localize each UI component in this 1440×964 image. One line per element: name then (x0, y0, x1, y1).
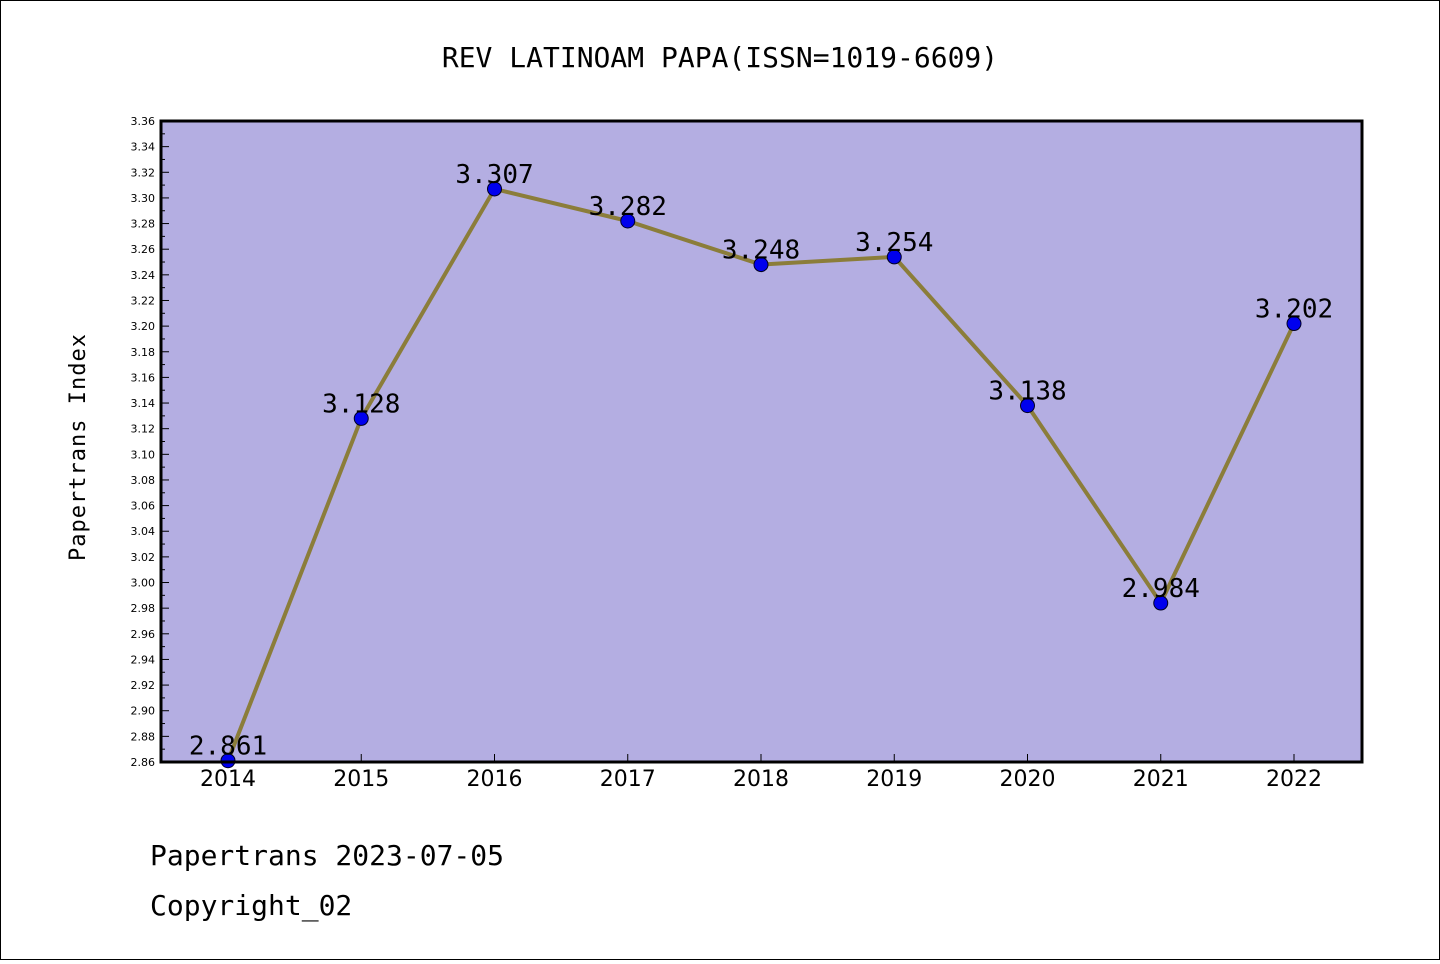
plot-border (159, 119, 1364, 764)
data-point (620, 213, 636, 229)
x-tick-label: 2016 (467, 767, 523, 792)
x-tick-label: 2014 (200, 767, 256, 792)
data-labels: 2.861 3.128 3.307 3.282 3.248 3.254 3.138 2.984… (189, 160, 1333, 762)
y-tick-label: 3.18 (131, 346, 156, 359)
y-tick-label: 2.86 (131, 756, 156, 769)
y-tick-label: 3.32 (131, 166, 156, 179)
y-tick-label: 2.88 (131, 730, 156, 743)
data-label: 3.254 (855, 228, 933, 258)
y-tick-label: 2.92 (131, 679, 156, 692)
x-tick-label: 2020 (1000, 767, 1056, 792)
y-tick-label: 3.28 (131, 218, 156, 231)
data-label: 3.248 (722, 236, 800, 266)
y-tick-label: 3.36 (131, 115, 156, 128)
y-tick-label: 3.34 (131, 141, 156, 154)
data-point (753, 257, 769, 273)
y-tick-label: 2.94 (131, 653, 156, 666)
data-label: 3.138 (988, 377, 1066, 407)
x-tick-label: 2018 (733, 767, 789, 792)
x-tick-label: 2019 (866, 767, 922, 792)
data-point (1020, 398, 1035, 414)
y-tick-label: 3.02 (131, 551, 156, 564)
y-tick-label: 3.08 (131, 474, 156, 487)
y-tick-label: 3.10 (131, 448, 156, 461)
data-label: 3.282 (589, 192, 667, 222)
footer-copyright: Copyright_02 (150, 889, 352, 923)
data-point (1153, 595, 1169, 611)
chart-title: REV LATINOAM PAPA(ISSN=1019-6609) (442, 41, 998, 74)
data-label: 3.202 (1255, 295, 1333, 325)
y-axis: 2.86 2.88 2.90 2.92 2.94 2.96 2.98 3.00 3.02 3.04… (131, 115, 169, 769)
y-tick-label: 2.96 (131, 628, 156, 641)
y-tick-label: 3.22 (131, 294, 156, 307)
data-point (353, 410, 369, 426)
data-label: 2.861 (189, 732, 267, 762)
plot-area (161, 121, 1362, 762)
y-tick-label: 3.30 (131, 192, 156, 205)
x-tick-label: 2015 (333, 767, 389, 792)
y-tick-label: 2.90 (131, 705, 156, 718)
y-tick-label: 3.06 (131, 500, 156, 513)
y-tick-label: 3.16 (131, 371, 156, 384)
y-tick-label: 3.00 (131, 577, 156, 590)
data-label: 3.307 (455, 160, 533, 190)
data-point (487, 181, 502, 197)
x-tick-label: 2021 (1133, 767, 1189, 792)
y-tick-label: 3.24 (131, 269, 156, 282)
y-tick-label: 2.98 (131, 602, 156, 615)
data-label: 2.984 (1122, 574, 1200, 604)
y-tick-label: 3.26 (131, 243, 156, 256)
data-point (1286, 316, 1302, 332)
data-point (886, 249, 902, 265)
y-tick-label: 3.04 (131, 525, 156, 538)
y-tick-label: 3.20 (131, 320, 156, 333)
y-tick-label: 3.14 (131, 397, 156, 410)
data-label: 3.128 (322, 389, 400, 419)
footer-date: Papertrans 2023-07-05 (150, 839, 504, 872)
x-tick-label: 2022 (1266, 767, 1322, 792)
y-axis-label: Papertrans Index (66, 333, 91, 561)
x-axis: 2014 2015 2016 2017 2018 2019 2020 2021 2022 (200, 754, 1322, 792)
x-tick-label: 2017 (600, 767, 656, 792)
y-tick-label: 3.12 (131, 423, 156, 436)
